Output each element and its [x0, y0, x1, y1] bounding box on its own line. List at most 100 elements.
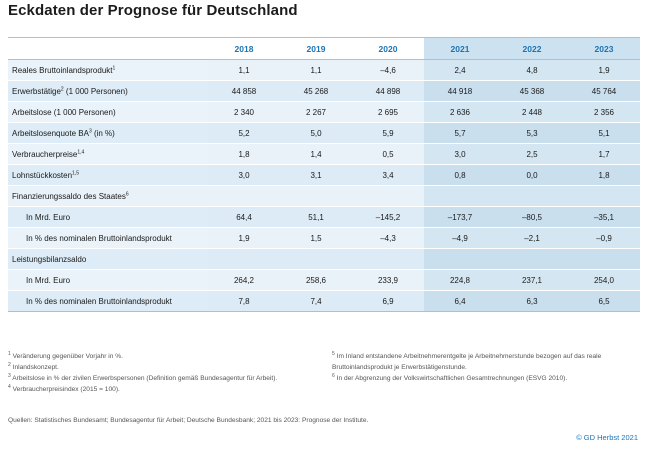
row-label: In % des nominalen Bruttoinlandsprodukt: [8, 290, 208, 312]
table-cell: 7,8: [208, 290, 280, 312]
table-row: In Mrd. Euro 264,2 258,6 233,9 224,8 237,1 254…: [8, 269, 640, 291]
table-cell: 2 356: [568, 101, 640, 123]
table-cell: 44 858: [208, 80, 280, 102]
column-header-2018: 2018: [208, 37, 280, 60]
row-label: Leistungsbilanzsaldo: [8, 248, 208, 270]
table-cell: 2 267: [280, 101, 352, 123]
row-label: Lohnstückkosten1,5: [8, 164, 208, 186]
row-label: Finanzierungssaldo des Staates6: [8, 185, 208, 207]
table-cell: [496, 185, 568, 207]
table-cell: 237,1: [496, 269, 568, 291]
table-cell: 64,4: [208, 206, 280, 228]
column-header-2019: 2019: [280, 37, 352, 60]
table-row: In Mrd. Euro 64,4 51,1 –145,2 –173,7 –80,5 –35…: [8, 206, 640, 228]
table-cell: 5,1: [568, 122, 640, 144]
table-cell: [568, 185, 640, 207]
table-cell: –4,6: [352, 59, 424, 81]
forecast-table: 2018 2019 2020 2021 2022 2023 Reales Bru…: [8, 37, 640, 312]
table-cell: [208, 248, 280, 270]
table-cell: [424, 185, 496, 207]
table-row: Erwerbstätige2 (1 000 Personen) 44 858 45 …: [8, 80, 640, 102]
column-header-2023: 2023: [568, 37, 640, 60]
table-cell: 3,1: [280, 164, 352, 186]
table-cell: 1,7: [568, 143, 640, 165]
table-cell: 45 764: [568, 80, 640, 102]
table-cell: 0,8: [424, 164, 496, 186]
table-cell: 5,9: [352, 122, 424, 144]
row-label: Arbeitslosenquote BA3 (in %): [8, 122, 208, 144]
table-row: In % des nominalen Bruttoinlandsprodukt 1…: [8, 227, 640, 249]
table-cell: 254,0: [568, 269, 640, 291]
footnote-marker: 1,4: [77, 148, 85, 155]
table-cell: [496, 248, 568, 270]
footnotes-left: 1 Veränderung gegenüber Vorjahr in %. 2 I…: [8, 351, 318, 395]
table-cell: –35,1: [568, 206, 640, 228]
row-label: Arbeitslose (1 000 Personen): [8, 101, 208, 123]
table-cell: 0,5: [352, 143, 424, 165]
sources-note: Quellen: Statistisches Bundesamt; Bundes…: [8, 417, 369, 424]
table-cell: 1,9: [208, 227, 280, 249]
footnote: 1 Veränderung gegenüber Vorjahr in %.: [8, 350, 123, 360]
row-label: Reales Bruttoinlandsprodukt1: [8, 59, 208, 81]
table-header-row: 2018 2019 2020 2021 2022 2023: [8, 37, 640, 60]
table-cell: [208, 185, 280, 207]
table-cell: 5,3: [496, 122, 568, 144]
header-label-cell: [8, 37, 208, 60]
table-cell: 2 448: [496, 101, 568, 123]
table-cell: 45 268: [280, 80, 352, 102]
table-cell: [352, 248, 424, 270]
footnotes-right: 5 Im Inland entstandene Arbeitnehmerentg…: [332, 351, 632, 384]
table-cell: 51,1: [280, 206, 352, 228]
table-cell: 1,1: [280, 59, 352, 81]
table-cell: –2,1: [496, 227, 568, 249]
table-cell: –4,9: [424, 227, 496, 249]
table-cell: 233,9: [352, 269, 424, 291]
column-header-2020: 2020: [352, 37, 424, 60]
table-cell: [352, 185, 424, 207]
table-cell: 6,4: [424, 290, 496, 312]
table-cell: 5,0: [280, 122, 352, 144]
table-cell: 2 695: [352, 101, 424, 123]
table-cell: 6,3: [496, 290, 568, 312]
row-label: Verbraucherpreise1,4: [8, 143, 208, 165]
table-row: Arbeitslosenquote BA3 (in %) 5,2 5,0 5,9 5,7…: [8, 122, 640, 144]
table-cell: 3,0: [208, 164, 280, 186]
table-cell: 2,5: [496, 143, 568, 165]
table-cell: –145,2: [352, 206, 424, 228]
footnote: 3 Arbeitslose in % der zivilen Erwerbspe…: [8, 372, 278, 382]
table-cell: 1,4: [280, 143, 352, 165]
table-cell: –4,3: [352, 227, 424, 249]
table-cell: 2 340: [208, 101, 280, 123]
column-header-2021: 2021: [424, 37, 496, 60]
footnote-marker: 6: [125, 190, 129, 197]
table-cell: 1,9: [568, 59, 640, 81]
copyright: © GD Herbst 2021: [576, 433, 638, 442]
footnote: 5 Im Inland entstandene Arbeitnehmerentg…: [332, 350, 602, 371]
table-cell: 2 636: [424, 101, 496, 123]
footnote-marker: 3: [88, 127, 92, 134]
table-cell: 1,8: [208, 143, 280, 165]
table-cell: 5,2: [208, 122, 280, 144]
footnote-marker: 1: [112, 64, 116, 71]
table-cell: 0,0: [496, 164, 568, 186]
table-cell: [424, 248, 496, 270]
table-cell: –80,5: [496, 206, 568, 228]
table-cell: 6,5: [568, 290, 640, 312]
table-cell: 3,4: [352, 164, 424, 186]
column-header-2022: 2022: [496, 37, 568, 60]
row-label: In Mrd. Euro: [8, 269, 208, 291]
table-cell: 45 368: [496, 80, 568, 102]
footnote-marker: 1,5: [72, 169, 79, 176]
table-cell: 1,8: [568, 164, 640, 186]
table-cell: 6,9: [352, 290, 424, 312]
table-cell: 44 918: [424, 80, 496, 102]
footnote: 6 In der Abgrenzung der Volkswirtschaftl…: [332, 372, 568, 382]
row-label: In Mrd. Euro: [8, 206, 208, 228]
table-cell: 4,8: [496, 59, 568, 81]
table-row: Lohnstückkosten1,5 3,0 3,1 3,4 0,8 0,0 1,8: [8, 164, 640, 186]
row-label: Erwerbstätige2 (1 000 Personen): [8, 80, 208, 102]
table-cell: 7,4: [280, 290, 352, 312]
row-label: In % des nominalen Bruttoinlandsprodukt: [8, 227, 208, 249]
footnote: 4 Verbraucherpreisindex (2015 = 100).: [8, 383, 120, 393]
table-cell: 258,6: [280, 269, 352, 291]
